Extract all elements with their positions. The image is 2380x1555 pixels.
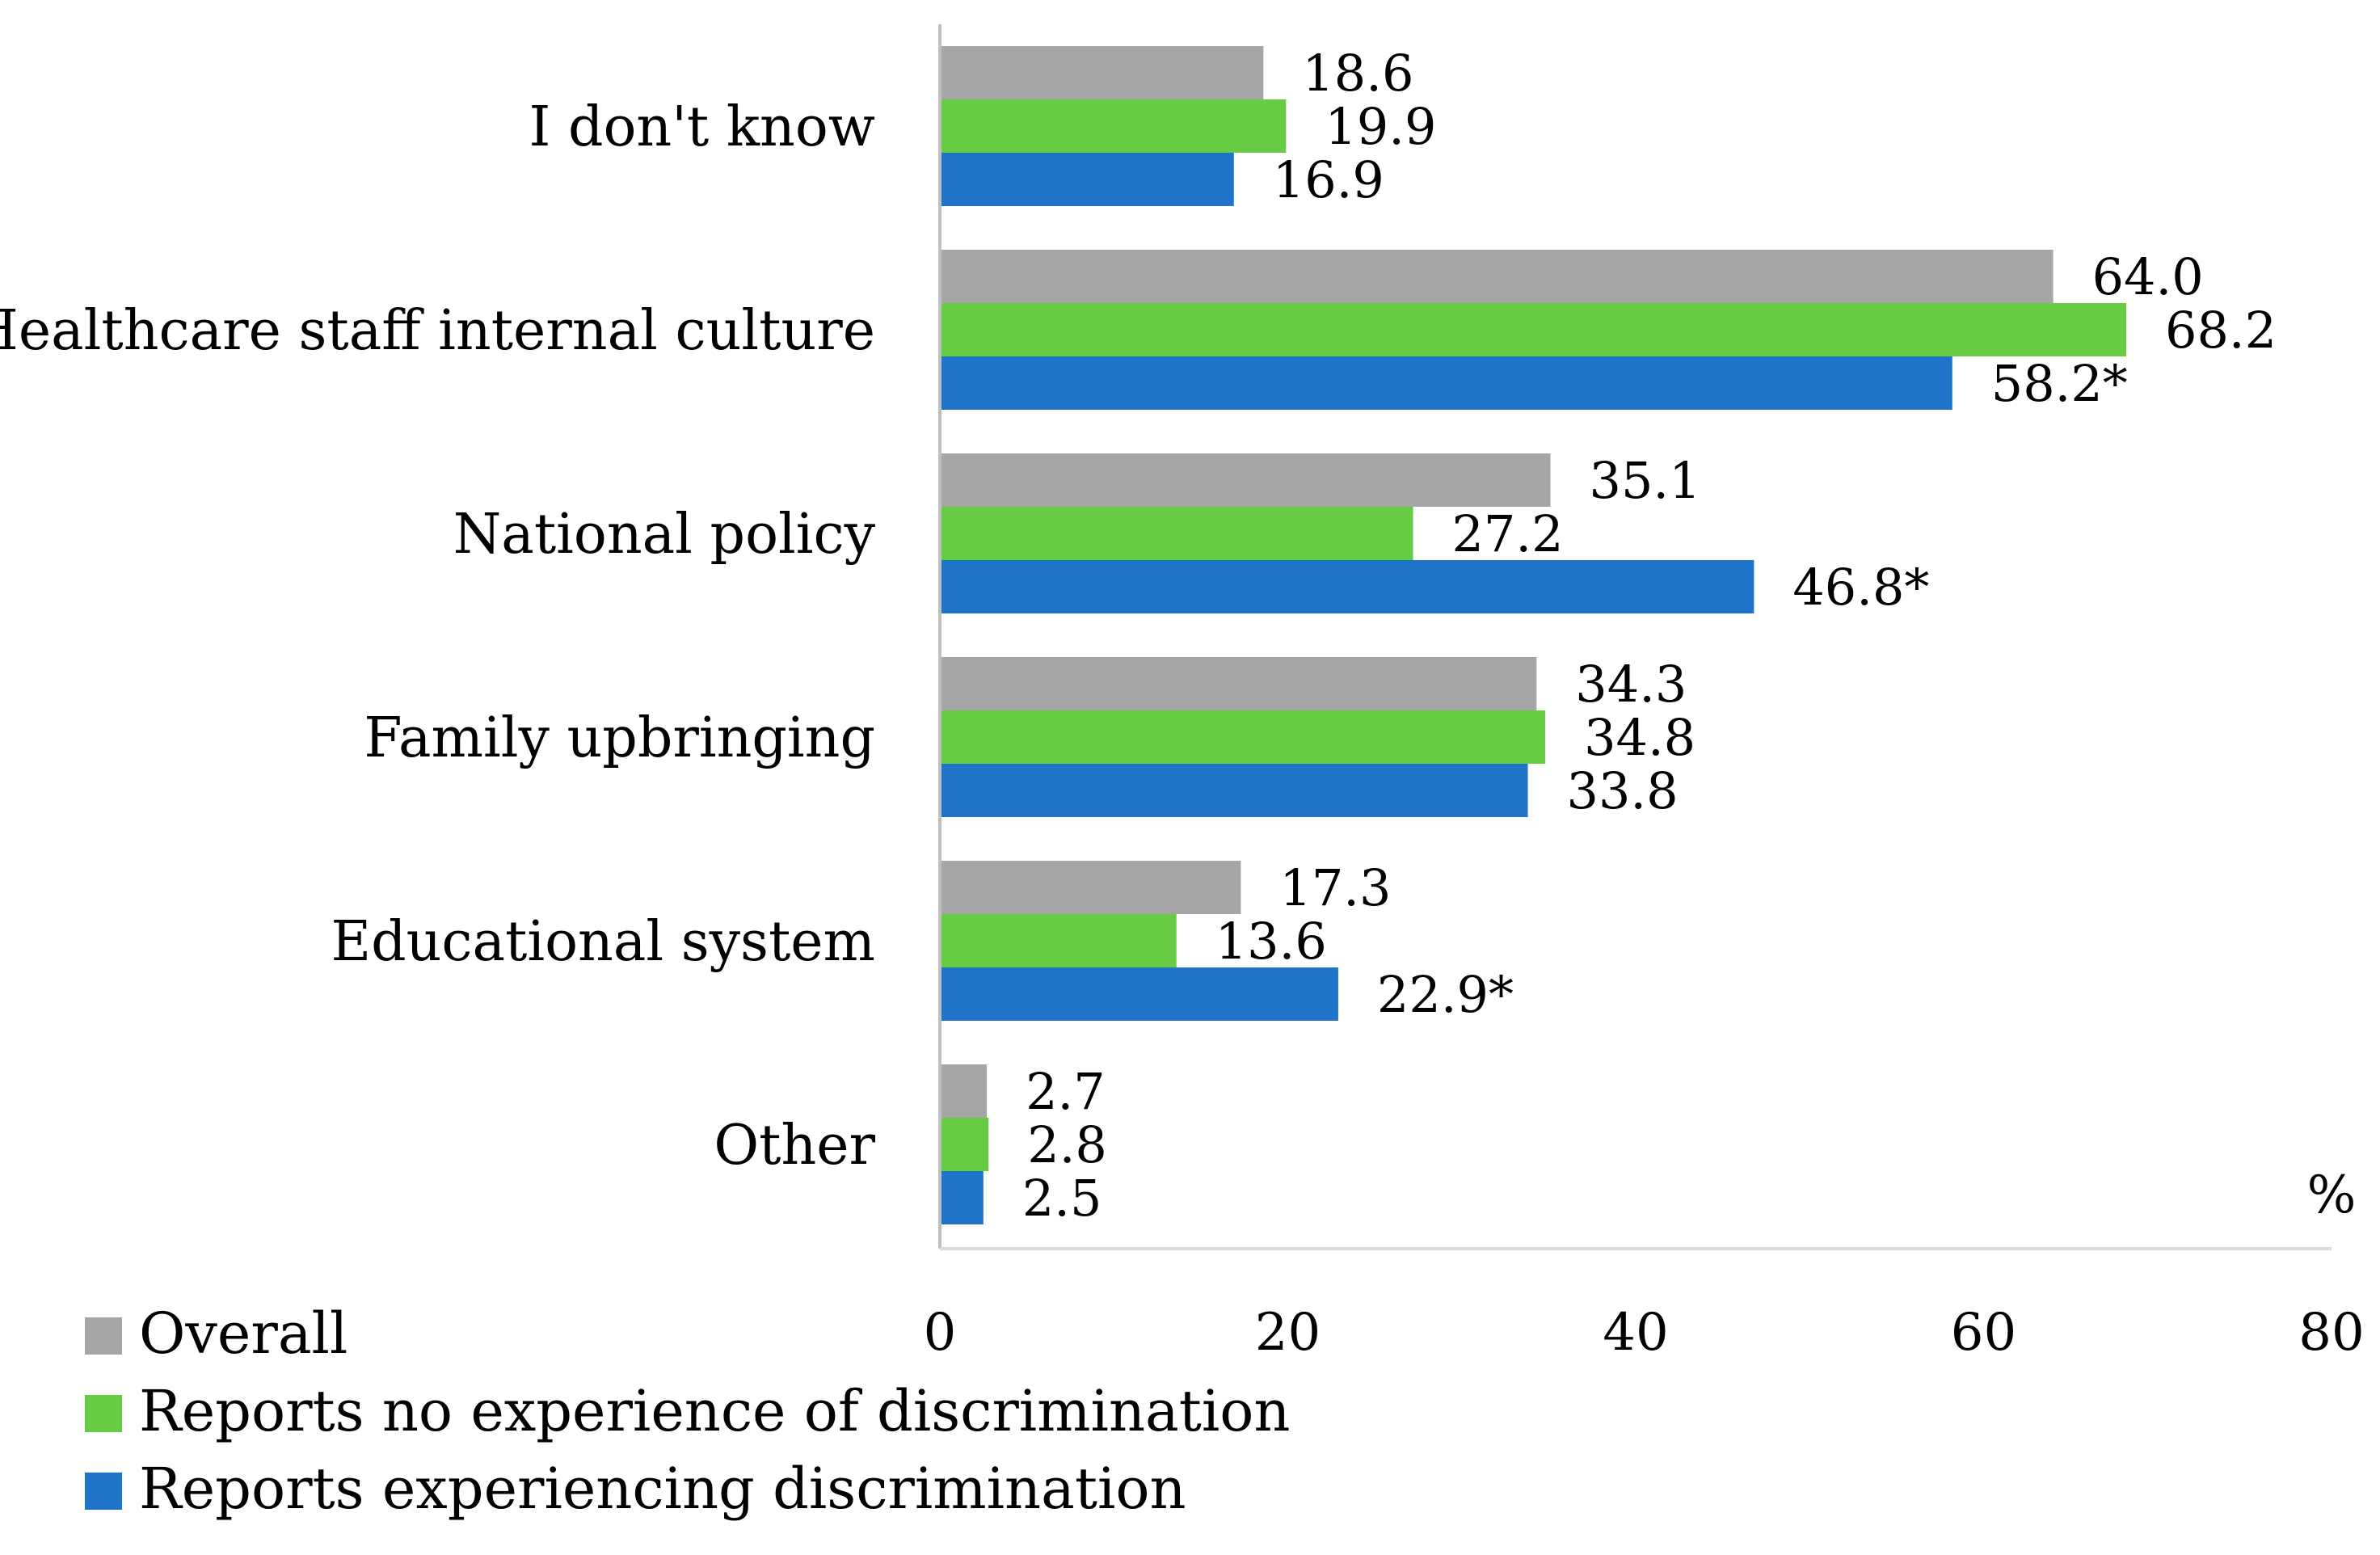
value-label-other-overall: 2.7 xyxy=(1026,1062,1106,1121)
bar-national-policy-overall xyxy=(940,453,1551,507)
value-label-other-reports-no-experience-of-discrimination: 2.8 xyxy=(1027,1115,1107,1174)
legend-label-overall: Overall xyxy=(139,1300,348,1367)
bar-i-don-t-know-reports-no-experience-of-discrimination xyxy=(940,99,1287,153)
category-label-national-policy: National policy xyxy=(453,503,876,567)
bar-educational-system-overall xyxy=(940,861,1241,914)
bar-family-upbringing-reports-no-experience-of-discrimination xyxy=(940,710,1546,764)
category-label-other: Other xyxy=(714,1114,875,1178)
x-tick-label-80: 80 xyxy=(2298,1303,2364,1363)
bar-healthcare-staff-internal-culture-overall xyxy=(940,250,2054,303)
bar-healthcare-staff-internal-culture-reports-no-experience-of-discrimination xyxy=(940,303,2127,356)
legend-label-reports-no-experience-of-discrimination: Reports no experience of discrimination xyxy=(139,1378,1291,1444)
value-label-family-upbringing-reports-experiencing-discrimination: 33.8 xyxy=(1567,761,1679,820)
bar-other-reports-experiencing-discrimination xyxy=(940,1171,984,1224)
bar-i-don-t-know-reports-experiencing-discrimination xyxy=(940,153,1234,206)
bar-national-policy-reports-no-experience-of-discrimination xyxy=(940,507,1413,560)
value-label-educational-system-reports-no-experience-of-discrimination: 13.6 xyxy=(1215,912,1327,971)
legend-swatch-reports-no-experience-of-discrimination xyxy=(85,1395,122,1432)
value-label-family-upbringing-reports-no-experience-of-discrimination: 34.8 xyxy=(1584,708,1695,767)
value-label-educational-system-overall: 17.3 xyxy=(1279,858,1391,917)
bar-educational-system-reports-experiencing-discrimination xyxy=(940,967,1338,1021)
value-label-national-policy-overall: 35.1 xyxy=(1590,451,1701,510)
legend: Overall Reports no experience of discrimi… xyxy=(85,1300,1291,1522)
tick-labels-layer: 0 20 40 60 80 xyxy=(924,1303,2365,1363)
value-label-i-don-t-know-reports-experiencing-discrimination: 16.9 xyxy=(1273,150,1384,209)
x-tick-label-20: 20 xyxy=(1255,1303,1321,1363)
bar-family-upbringing-overall xyxy=(940,657,1537,710)
x-tick-label-40: 40 xyxy=(1603,1303,1668,1363)
legend-label-reports-experiencing-discrimination: Reports experiencing discrimination xyxy=(139,1456,1186,1522)
value-label-healthcare-staff-internal-culture-reports-no-experience-of-discrimination: 68.2 xyxy=(2165,301,2277,360)
category-label-family-upbringing: Family upbringing xyxy=(364,706,875,770)
bar-other-reports-no-experience-of-discrimination xyxy=(940,1118,989,1171)
value-label-healthcare-staff-internal-culture-overall: 64.0 xyxy=(2092,247,2204,306)
value-label-i-don-t-know-overall: 18.6 xyxy=(1302,44,1413,103)
value-label-national-policy-reports-no-experience-of-discrimination: 27.2 xyxy=(1451,504,1563,563)
value-label-i-don-t-know-reports-no-experience-of-discrimination: 19.9 xyxy=(1325,97,1436,156)
legend-swatch-overall xyxy=(85,1317,122,1355)
axis-layer xyxy=(938,24,2332,1250)
unit-label: % xyxy=(2307,1165,2357,1225)
x-tick-label-60: 60 xyxy=(1951,1303,2016,1363)
bar-family-upbringing-reports-experiencing-discrimination xyxy=(940,764,1528,817)
value-label-national-policy-reports-experiencing-discrimination: 46.8* xyxy=(1792,558,1929,617)
category-label-educational-system: Educational system xyxy=(331,910,875,974)
value-label-healthcare-staff-internal-culture-reports-experiencing-discrimination: 58.2* xyxy=(1991,354,2128,413)
bars-layer xyxy=(940,46,2127,1224)
value-labels-layer: 18.619.916.9 64.068.2 58.2* 35.1 27.2 46.8* 34… xyxy=(1022,44,2277,1228)
value-label-other-reports-experiencing-discrimination: 2.5 xyxy=(1022,1169,1102,1228)
category-label-i-don-t-know: I don't know xyxy=(529,95,875,159)
value-label-educational-system-reports-experiencing-discrimination: 22.9* xyxy=(1377,965,1514,1024)
category-labels-layer: I don't know Healthcare staff internal cu… xyxy=(0,95,876,1178)
bar-i-don-t-know-overall xyxy=(940,46,1264,99)
bar-national-policy-reports-experiencing-discrimination xyxy=(940,560,1754,613)
x-tick-label-0: 0 xyxy=(924,1303,957,1363)
bar-educational-system-reports-no-experience-of-discrimination xyxy=(940,914,1177,967)
value-label-family-upbringing-overall: 34.3 xyxy=(1575,655,1687,714)
bar-healthcare-staff-internal-culture-reports-experiencing-discrimination xyxy=(940,356,1952,410)
bar-other-overall xyxy=(940,1064,988,1118)
legend-swatch-reports-experiencing-discrimination xyxy=(85,1473,122,1510)
category-label-healthcare-staff-internal-culture: Healthcare staff internal culture xyxy=(0,299,875,363)
